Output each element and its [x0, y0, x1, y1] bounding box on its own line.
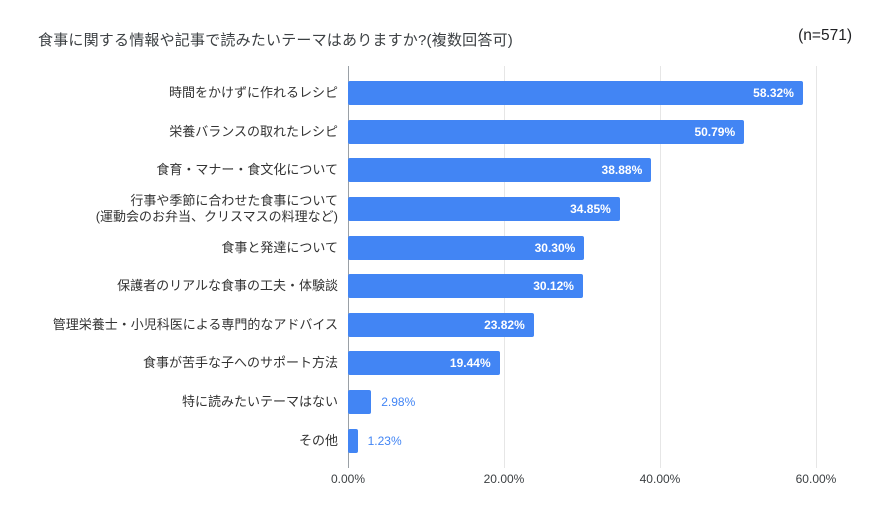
bar-cell: 58.32%: [348, 74, 828, 113]
chart-row: 食育・マナー・食文化について 38.88%: [38, 151, 828, 190]
chart-row: 時間をかけずに作れるレシピ 58.32%: [38, 74, 828, 113]
bar-cell: 1.23%: [348, 421, 828, 460]
value-label: 50.79%: [694, 124, 736, 139]
bar[interactable]: [348, 351, 500, 376]
bar-cell: 50.79%: [348, 113, 828, 152]
x-tick-label: 40.00%: [639, 472, 681, 486]
chart-row: 行事や季節に合わせた食事について (運動会のお弁当、クリスマスの料理など) 34…: [38, 190, 828, 229]
chart-row: 栄養バランスの取れたレシピ 50.79%: [38, 113, 828, 152]
bar-chart: 時間をかけずに作れるレシピ 58.32% 栄養バランスの取れたレシピ 50.79…: [38, 66, 848, 496]
category-label: 特に読みたいテーマはない: [181, 394, 338, 410]
chart-row: その他 1.23%: [38, 421, 828, 460]
bar[interactable]: [348, 312, 534, 337]
value-label: 23.82%: [484, 317, 525, 332]
category-label: 食事と発達について: [221, 239, 338, 255]
x-tick-label: 60.00%: [795, 472, 837, 486]
value-label: 30.30%: [534, 240, 576, 255]
chart-row: 特に読みたいテーマはない 2.98%: [38, 383, 828, 422]
bar-cell: 34.85%: [348, 190, 828, 229]
bar-cell: 30.12%: [348, 267, 828, 306]
category-label: 食育・マナー・食文化について: [156, 162, 338, 178]
x-tick-label: 20.00%: [483, 472, 525, 486]
value-label: 34.85%: [570, 202, 611, 217]
bar-cell: 2.98%: [348, 383, 828, 422]
value-label: 38.88%: [601, 163, 643, 178]
gridline: [659, 66, 661, 468]
value-label: 2.98%: [381, 395, 416, 410]
x-tick-label: 0.00%: [330, 472, 366, 486]
x-axis: 0.00% 20.00% 40.00% 60.00%: [331, 472, 836, 490]
category-label: 行事や季節に合わせた食事について (運動会のお弁当、クリスマスの料理など): [95, 193, 338, 225]
chart-row: 食事が苦手な子へのサポート方法 19.44%: [38, 344, 828, 383]
chart-row: 管理栄養士・小児科医による専門的なアドバイス 23.82%: [38, 306, 828, 345]
bar[interactable]: [348, 197, 620, 222]
bar[interactable]: [348, 81, 803, 106]
bar[interactable]: [348, 119, 745, 144]
value-label: 58.32%: [753, 86, 794, 101]
chart-title: 食事に関する情報や記事で読みたいテーマはありますか?(複数回答可): [38, 32, 513, 49]
bar[interactable]: [348, 274, 583, 299]
bar-cell: 19.44%: [348, 344, 828, 383]
chart-row: 保護者のリアルな食事の工夫・体験談 30.12%: [38, 267, 828, 306]
chart-rows: 時間をかけずに作れるレシピ 58.32% 栄養バランスの取れたレシピ 50.79…: [38, 66, 828, 462]
bar-cell: 30.30%: [348, 228, 828, 267]
value-label: 1.23%: [367, 433, 402, 448]
value-label: 30.12%: [533, 279, 574, 294]
bar-cell: 38.88%: [348, 151, 828, 190]
category-label: 管理栄養士・小児科医による専門的なアドバイス: [52, 316, 338, 332]
bar[interactable]: [348, 390, 372, 415]
category-label: 栄養バランスの取れたレシピ: [169, 123, 338, 139]
category-label: 時間をかけずに作れるレシピ: [168, 85, 338, 101]
bar[interactable]: [348, 428, 358, 453]
bar-cell: 23.82%: [348, 306, 828, 345]
bar[interactable]: [348, 158, 652, 183]
y-axis-line: [348, 66, 349, 468]
gridline: [503, 66, 505, 468]
category-label: 食事が苦手な子へのサポート方法: [142, 355, 338, 371]
sample-size-label: (n=571): [798, 27, 852, 44]
category-label: 保護者のリアルな食事の工夫・体験談: [117, 278, 338, 294]
category-label: その他: [298, 432, 338, 448]
gridlines: [348, 66, 828, 468]
chart-row: 食事と発達について 30.30%: [38, 228, 828, 267]
gridline: [815, 66, 817, 468]
value-label: 19.44%: [449, 356, 491, 371]
bar[interactable]: [348, 235, 585, 260]
